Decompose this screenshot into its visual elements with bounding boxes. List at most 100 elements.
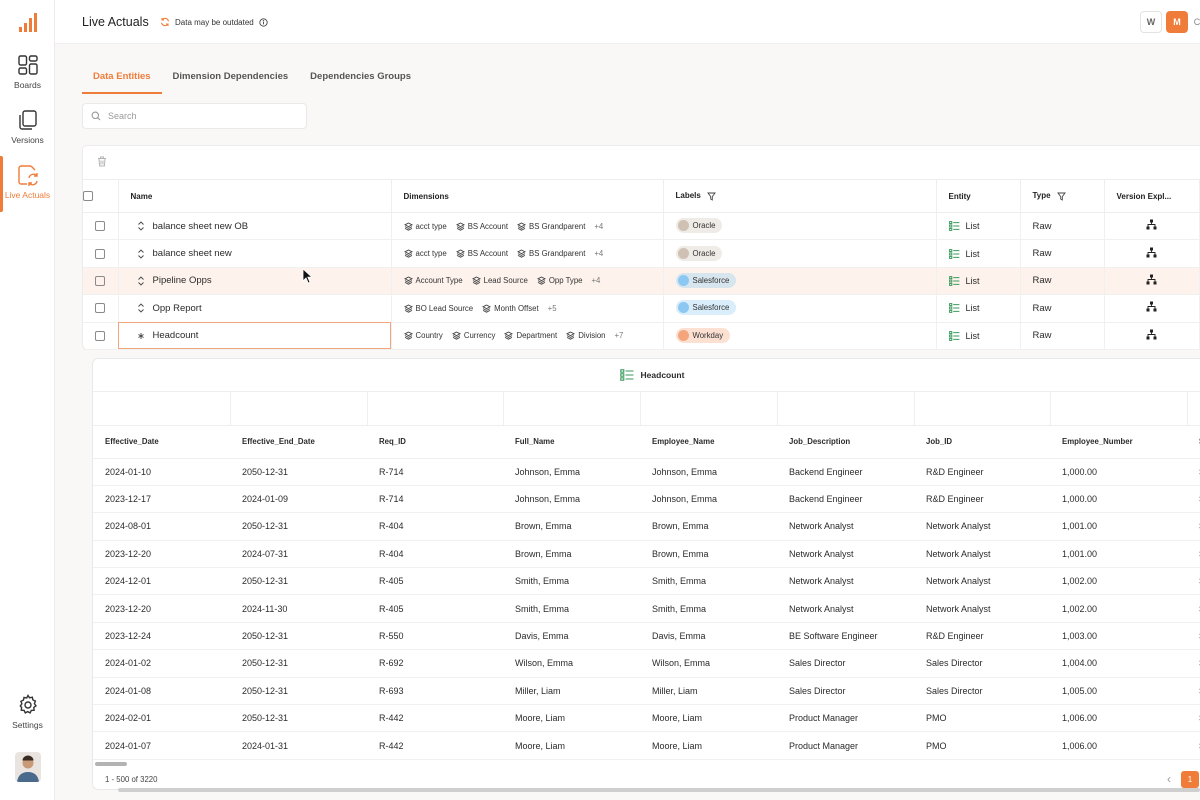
table-cell: Network Analyst — [914, 540, 1050, 569]
table-row[interactable]: 2024-01-10 2050-12-31 R-714 Johnson, Emma Jo… — [93, 458, 1200, 486]
row-checkbox[interactable] — [95, 221, 106, 232]
search-input[interactable] — [108, 111, 298, 121]
preview-column-header[interactable]: S — [1187, 425, 1200, 459]
entity-name-cell[interactable]: Opp Report — [118, 294, 392, 323]
preview-column-header[interactable]: Job_Description — [777, 425, 914, 459]
more-dimensions-count[interactable]: +4 — [594, 249, 604, 259]
tab-dimension-dependencies[interactable]: Dimension Dependencies — [172, 71, 289, 82]
table-row[interactable]: 2023-12-20 2024-11-30 R-405 Smith, Emma Smit… — [93, 594, 1200, 623]
table-row[interactable]: 2024-08-01 2050-12-31 R-404 Brown, Emma Brow… — [93, 512, 1200, 541]
row-checkbox[interactable] — [95, 275, 106, 286]
hierarchy-icon[interactable] — [1146, 219, 1157, 230]
table-cell: Johnson, Emma — [640, 485, 777, 514]
app-logo[interactable] — [17, 12, 39, 34]
column-header-entity[interactable]: Entity — [936, 179, 1021, 213]
table-row[interactable]: 2024-02-01 2050-12-31 R-442 Moore, Liam Moor… — [93, 704, 1200, 733]
previous-page-button[interactable]: ‹ — [1167, 772, 1171, 786]
page-button-current[interactable]: 1 — [1181, 771, 1199, 788]
more-dimensions-count[interactable]: +4 — [591, 276, 601, 286]
more-dimensions-count[interactable]: +7 — [614, 331, 624, 341]
expand-arrows-icon[interactable] — [137, 221, 145, 231]
entity-row[interactable]: Pipeline Opps Account Type Lead Source Opp … — [83, 267, 1200, 296]
data-status: Data may be outdated — [160, 17, 268, 27]
more-dimensions-count[interactable]: +5 — [547, 303, 557, 313]
info-icon[interactable] — [259, 17, 268, 27]
column-header-labels[interactable]: Labels — [663, 179, 937, 213]
top-bar: Live Actuals Data may be outdated W M C — [55, 0, 1200, 44]
workspace-c-button[interactable]: C — [1193, 17, 1200, 27]
page-horizontal-scrollbar[interactable] — [118, 788, 1200, 792]
sidebar-item-settings[interactable]: Settings — [0, 694, 55, 730]
expand-arrows-icon[interactable] — [137, 248, 145, 259]
avatar[interactable] — [15, 752, 41, 782]
filter-icon[interactable] — [1056, 192, 1066, 201]
table-row[interactable]: 2024-12-01 2050-12-31 R-405 Smith, Emma Smit… — [93, 567, 1200, 596]
table-cell: Smith, Emma — [640, 594, 777, 623]
dimension-label: Country — [415, 331, 443, 341]
hierarchy-icon[interactable] — [1146, 247, 1157, 258]
more-dimensions-count[interactable]: +4 — [594, 221, 604, 231]
entity-type: List — [965, 221, 980, 232]
tab-dependencies-groups[interactable]: Dependencies Groups — [310, 71, 412, 82]
expand-arrows-icon[interactable] — [137, 303, 145, 313]
label-badge[interactable]: Salesforce — [675, 272, 737, 288]
preview-column-header[interactable]: Req_ID — [367, 425, 503, 459]
table-row[interactable]: 2023-12-17 2024-01-09 R-714 Johnson, Emma Jo… — [93, 485, 1200, 514]
select-all-checkbox[interactable] — [83, 191, 93, 201]
group-header-cell — [503, 392, 641, 426]
table-cell: Brown, Emma — [640, 512, 777, 541]
table-row[interactable]: 2023-12-20 2024-07-31 R-404 Brown, Emma Brow… — [93, 540, 1200, 569]
preview-column-header[interactable]: Employee_Number — [1050, 425, 1187, 459]
entity-row[interactable]: Opp Report BO Lead Source Month Offset +5 Sa… — [83, 294, 1200, 323]
workspace-m-button[interactable]: M — [1166, 11, 1188, 33]
label-badge[interactable]: Oracle — [675, 218, 723, 234]
row-checkbox[interactable] — [95, 303, 106, 314]
column-header-version-explorer[interactable]: Version Expl... — [1104, 179, 1200, 213]
sidebar-item-versions[interactable]: Versions — [0, 109, 55, 145]
preview-column-header[interactable]: Effective_Date — [93, 425, 230, 459]
column-header-dimensions[interactable]: Dimensions — [391, 179, 664, 213]
version-explorer-cell — [1104, 239, 1200, 268]
entity-row[interactable]: Headcount Country Currency Department Divisi… — [83, 322, 1200, 350]
expand-arrows-icon[interactable] — [137, 276, 145, 286]
horizontal-scrollbar[interactable] — [95, 762, 127, 766]
list-icon — [948, 330, 959, 341]
dimension-label: Currency — [463, 331, 496, 341]
sidebar-item-boards[interactable]: Boards — [0, 54, 55, 90]
sidebar-item-label: Boards — [14, 80, 41, 90]
preview-column-header[interactable]: Job_ID — [914, 425, 1050, 459]
filter-icon[interactable] — [707, 192, 716, 201]
entity-name-cell[interactable]: balance sheet new OB — [118, 212, 392, 241]
table-row[interactable]: 2024-01-07 2024-01-31 R-442 Moore, Liam Moor… — [93, 731, 1200, 760]
column-header-type[interactable]: Type — [1020, 179, 1105, 213]
preview-column-header[interactable]: Employee_Name — [640, 425, 777, 459]
entity-row[interactable]: balance sheet new OB acct type BS Account B… — [83, 212, 1200, 241]
entity-name-cell[interactable]: Headcount — [118, 322, 392, 350]
table-row[interactable]: 2024-01-02 2050-12-31 R-692 Wilson, Emma Wil… — [93, 649, 1200, 678]
table-row[interactable]: 2023-12-24 2050-12-31 R-550 Davis, Emma Davi… — [93, 622, 1200, 651]
label-badge[interactable]: Oracle — [675, 245, 723, 261]
entity-name-cell[interactable]: Pipeline Opps — [118, 267, 392, 296]
refresh-icon[interactable] — [160, 17, 170, 27]
dimension-icon — [451, 331, 461, 340]
preview-column-header[interactable]: Full_Name — [503, 425, 640, 459]
column-header-name[interactable]: Name — [118, 179, 392, 213]
label-badge[interactable]: Salesforce — [675, 300, 737, 316]
row-checkbox[interactable] — [95, 248, 106, 259]
table-cell: R-714 — [367, 458, 503, 486]
workspace-w-button[interactable]: W — [1140, 11, 1162, 33]
hierarchy-icon[interactable] — [1146, 301, 1157, 312]
preview-column-header[interactable]: Effective_End_Date — [230, 425, 367, 459]
table-row[interactable]: 2024-01-08 2050-12-31 R-693 Miller, Liam Mil… — [93, 677, 1200, 706]
entity-name-cell[interactable]: balance sheet new — [118, 239, 392, 268]
hierarchy-icon[interactable] — [1146, 274, 1157, 285]
entity-row[interactable]: balance sheet new acct type BS Account BS G… — [83, 239, 1200, 268]
trash-icon[interactable] — [97, 156, 107, 167]
table-cell: 2023-12-20 — [93, 594, 230, 623]
tab-data-entities[interactable]: Data Entities — [82, 64, 162, 94]
hierarchy-icon[interactable] — [1146, 329, 1157, 340]
sidebar-item-live-actuals[interactable]: Live Actuals — [0, 156, 55, 212]
label-badge[interactable]: Workday — [675, 327, 731, 343]
dimension-tag: Department — [504, 331, 557, 340]
row-checkbox[interactable] — [95, 330, 106, 341]
